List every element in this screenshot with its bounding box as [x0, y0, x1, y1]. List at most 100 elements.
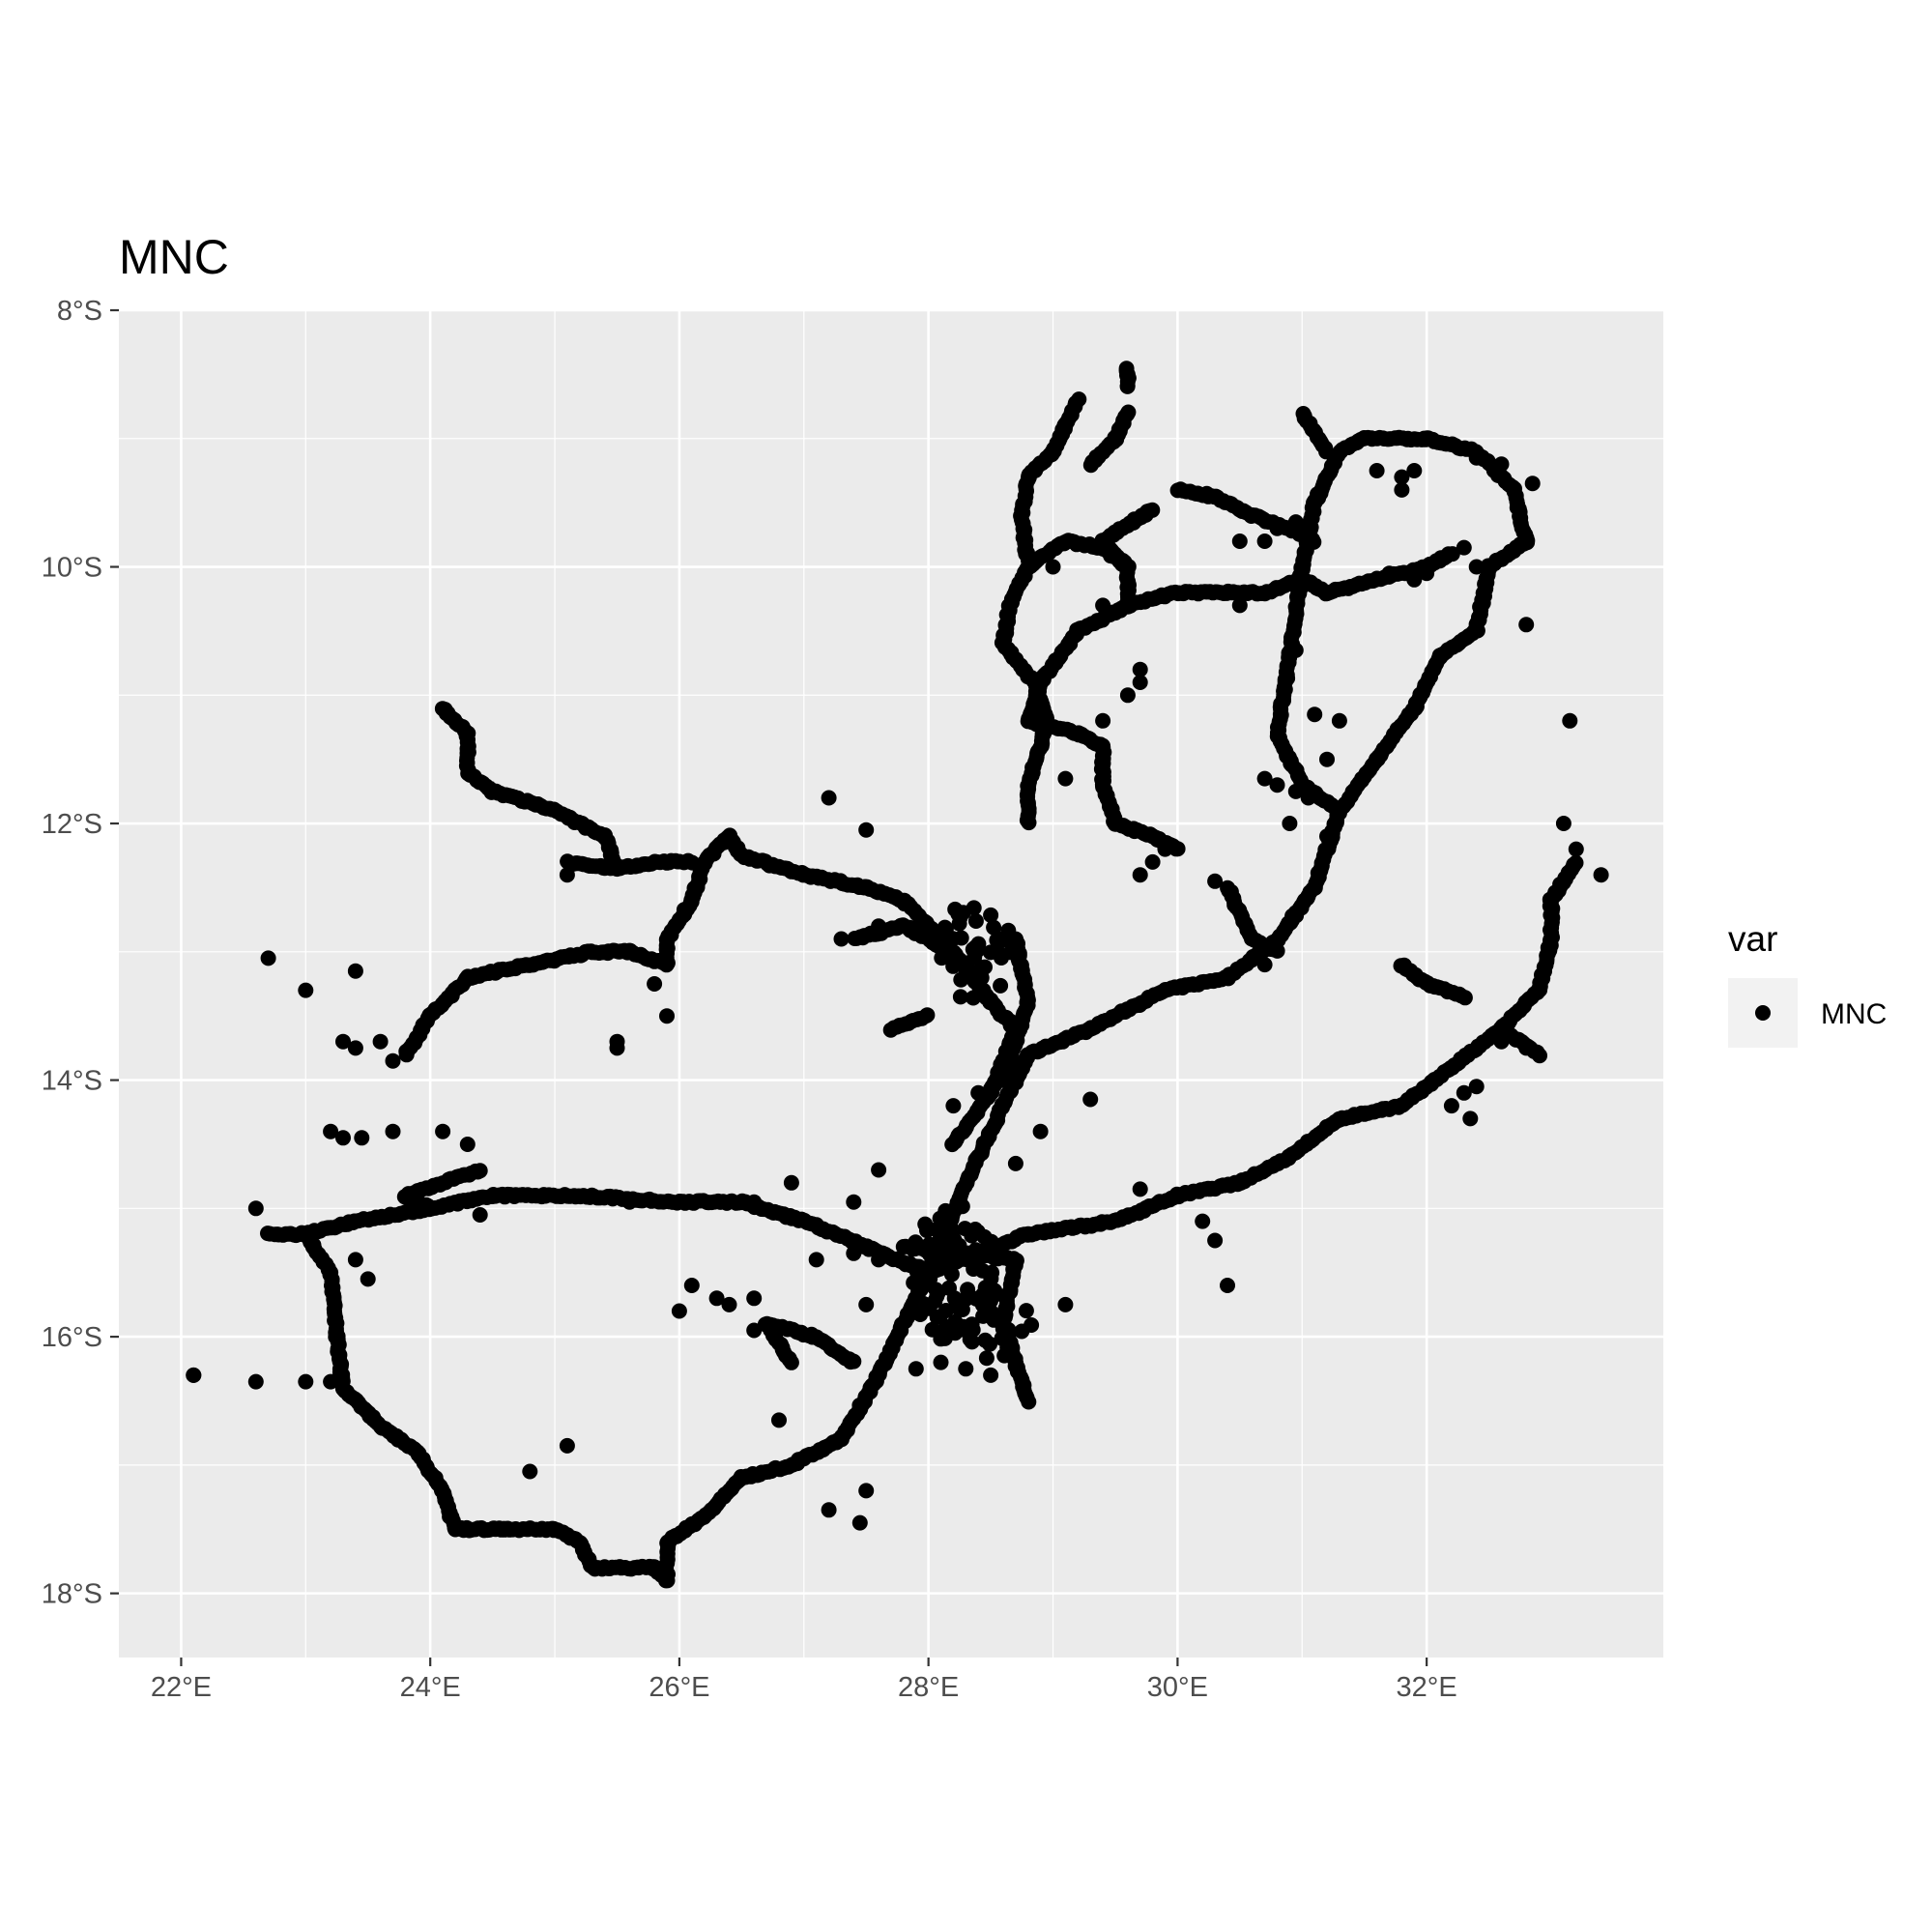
data-point: [1518, 617, 1535, 633]
data-point: [1562, 712, 1578, 729]
data-point: [1524, 476, 1541, 492]
data-point: [1456, 1084, 1472, 1101]
data-point: [933, 1354, 949, 1370]
data-point: [1468, 449, 1485, 466]
data-point: [721, 1296, 737, 1312]
data-point: [1456, 539, 1472, 556]
data-point: [1394, 481, 1410, 498]
data-points: [186, 360, 1609, 1589]
x-tick-label: 26°E: [649, 1672, 709, 1703]
data-point: [1555, 816, 1572, 831]
data-point: [1462, 1110, 1479, 1127]
data-point: [385, 1053, 401, 1069]
data-point: [435, 1123, 451, 1139]
data-point: [1018, 1303, 1034, 1319]
data-point: [247, 1373, 264, 1390]
data-point: [986, 1312, 1002, 1328]
data-point: [983, 1271, 999, 1286]
data-point: [1518, 1040, 1535, 1056]
data-point: [323, 1373, 339, 1390]
x-tick-label: 22°E: [151, 1672, 212, 1703]
data-point: [771, 1412, 787, 1428]
data-point: [1468, 559, 1485, 575]
data-point: [783, 1354, 799, 1370]
data-point: [1132, 867, 1148, 883]
data-point: [1331, 803, 1347, 820]
data-point: [1057, 770, 1074, 787]
data-point: [858, 822, 875, 838]
data-point: [795, 1451, 812, 1467]
x-tick-label: 32°E: [1397, 1672, 1457, 1703]
data-point: [1006, 1351, 1023, 1368]
data-point: [979, 1291, 995, 1308]
data-point: [260, 950, 276, 966]
data-point: [964, 1316, 980, 1333]
y-tick-label: 12°S: [42, 809, 102, 840]
data-point: [1443, 1098, 1459, 1114]
data-point: [1319, 828, 1335, 845]
data-point: [871, 1162, 887, 1178]
data-point: [1381, 565, 1398, 582]
data-point: [994, 1330, 1010, 1346]
y-axis: 8°S 10°S 12°S 14°S 16°S 18°S: [42, 296, 119, 1610]
data-point: [1444, 546, 1460, 562]
data-point: [965, 1226, 981, 1242]
data-point: [1132, 1181, 1148, 1197]
data-point: [1369, 463, 1385, 478]
data-point: [940, 931, 957, 947]
data-point: [186, 1367, 202, 1383]
x-tick-label: 30°E: [1147, 1672, 1208, 1703]
grid-lines: [119, 308, 1663, 1658]
data-point: [1568, 854, 1584, 871]
data-point: [647, 976, 663, 992]
y-tick-label: 10°S: [42, 553, 102, 584]
data-point: [1568, 841, 1584, 857]
data-point: [924, 1321, 940, 1338]
data-point: [967, 1242, 984, 1258]
data-point: [1006, 937, 1023, 953]
data-point: [1082, 1091, 1099, 1108]
data-point: [347, 1252, 363, 1268]
data-point: [1119, 687, 1136, 704]
data-point: [1021, 1394, 1037, 1410]
data-point: [1132, 675, 1148, 690]
data-point: [1144, 502, 1161, 518]
data-point: [958, 1361, 974, 1377]
legend-title: var: [1728, 919, 1777, 959]
data-point: [323, 1123, 339, 1139]
data-point: [1032, 1123, 1049, 1139]
data-point: [1331, 712, 1347, 729]
data-point: [981, 1241, 997, 1257]
data-point: [1256, 957, 1273, 973]
data-point: [954, 1198, 970, 1215]
data-point: [1295, 406, 1312, 421]
data-point: [1024, 1317, 1040, 1333]
data-point: [1231, 597, 1248, 614]
data-point: [1256, 533, 1273, 549]
data-point: [1394, 469, 1410, 485]
data-point: [385, 1123, 401, 1139]
data-point: [808, 1252, 824, 1268]
data-point: [372, 1033, 389, 1050]
data-point: [559, 1437, 575, 1454]
data-point: [459, 1137, 476, 1152]
y-tick-label: 18°S: [42, 1579, 102, 1610]
data-point: [746, 1322, 763, 1339]
data-point: [360, 1271, 376, 1287]
data-point: [937, 1322, 953, 1339]
legend-key-point: [1755, 1005, 1771, 1021]
data-point: [247, 1200, 264, 1217]
data-point: [1282, 816, 1298, 831]
data-point: [746, 1290, 763, 1307]
data-point: [992, 945, 1007, 962]
data-point: [945, 1098, 962, 1114]
data-point: [1287, 514, 1304, 531]
data-point: [335, 1033, 351, 1050]
data-point: [354, 1130, 370, 1146]
data-point: [858, 1296, 875, 1312]
data-point: [683, 1278, 700, 1293]
x-axis: 22°E 24°E 26°E 28°E 30°E 32°E: [151, 1658, 1457, 1703]
data-point: [1007, 1155, 1024, 1171]
data-point: [621, 1194, 638, 1210]
data-point: [1493, 456, 1510, 473]
